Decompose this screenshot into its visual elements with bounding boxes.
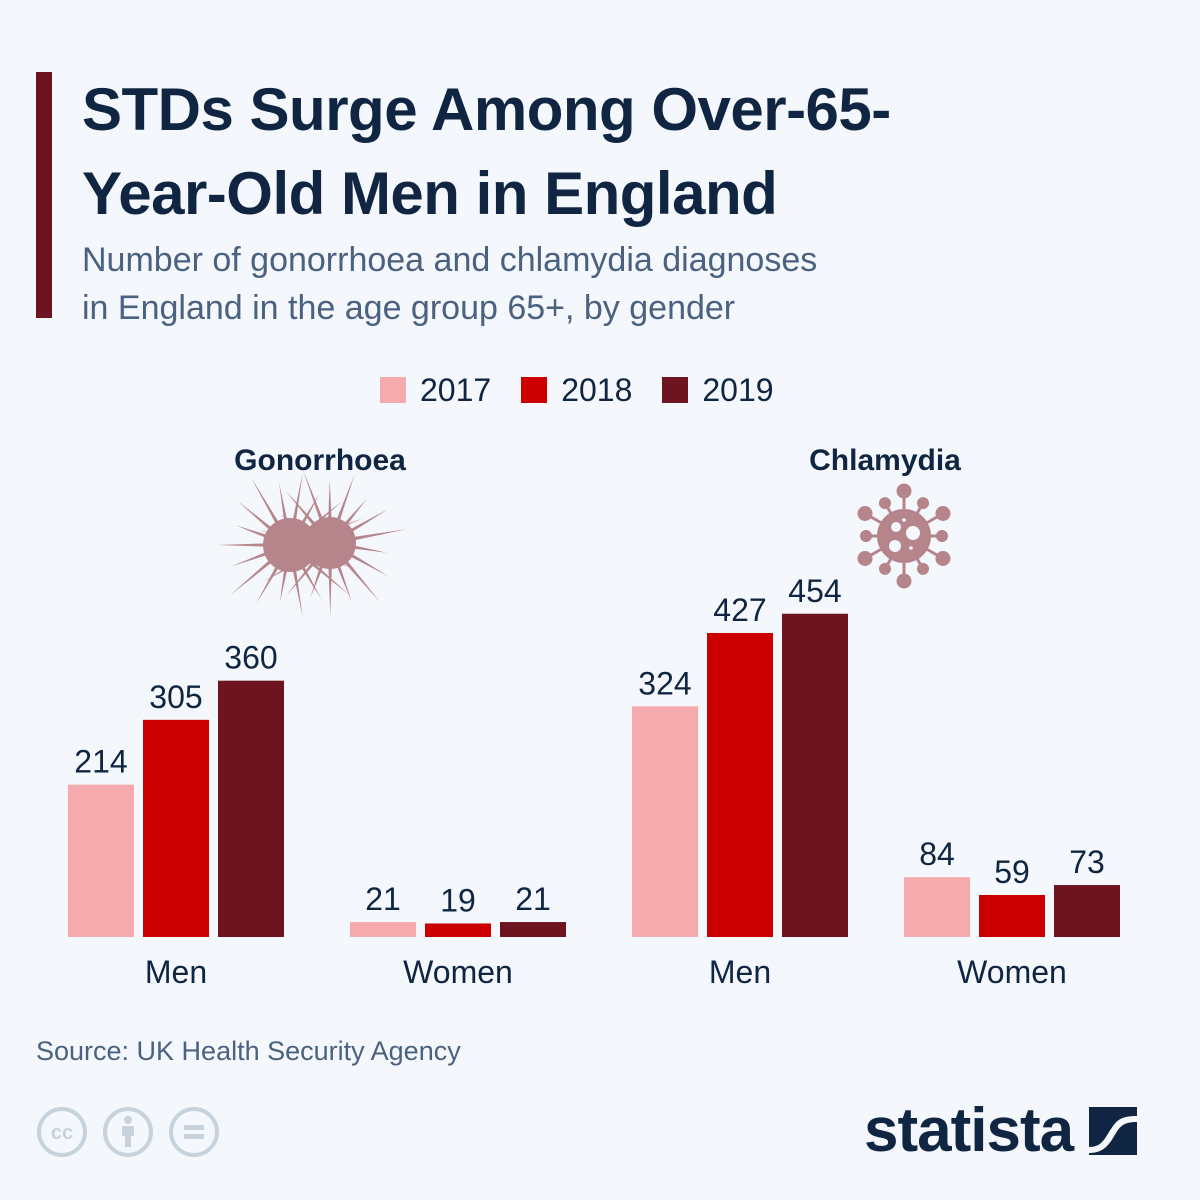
value-label-gonorrhoea-men-2019: 360	[224, 640, 277, 676]
value-label-chlamydia-women-2017: 84	[919, 836, 955, 872]
chlamydia-virus-icon	[857, 483, 951, 589]
value-label-gonorrhoea-women-2017: 21	[365, 881, 401, 917]
bar-chlamydia-men-2017	[632, 706, 698, 937]
legend-swatch-2018	[521, 377, 548, 403]
no-derivatives-icon[interactable]	[168, 1106, 220, 1158]
legend: 2017 2018 2019	[380, 370, 774, 410]
bar-gonorrhoea-women-2019	[500, 922, 566, 937]
brand-wordmark: statista	[864, 1096, 1074, 1165]
subtitle: Number of gonorrhoea and chlamydia diagn…	[82, 236, 1082, 332]
gonorrhoea-title: Gonorrhoea	[234, 444, 406, 477]
bar-gonorrhoea-men-2018	[143, 719, 209, 937]
legend-label-2018: 2018	[561, 371, 633, 408]
bar-gonorrhoea-women-2017	[350, 922, 416, 937]
page-title: STDs Surge Among Over-65- Year-Old Men i…	[82, 68, 1182, 236]
gonorrhoea-panel: Gonorrhoea	[217, 444, 407, 617]
statista-logo-icon	[1089, 1107, 1138, 1155]
legend-label-2019: 2019	[702, 371, 774, 408]
title-accent-bar	[36, 72, 52, 318]
gonorrhoea-bacteria-icon	[217, 469, 407, 617]
legend-item-2019: 2019	[662, 371, 774, 409]
category-label-gonorrhoea-men: Men	[145, 954, 207, 990]
value-label-gonorrhoea-men-2017: 214	[74, 744, 127, 780]
legend-item-2018: 2018	[521, 372, 632, 409]
title-line-2: Year-Old Men in England	[82, 160, 778, 227]
value-label-chlamydia-women-2018: 59	[994, 854, 1030, 890]
bar-chlamydia-women-2019	[1054, 885, 1120, 937]
legend-item-2017: 2017	[380, 372, 491, 409]
category-label-chlamydia-women: Women	[957, 954, 1067, 990]
value-label-gonorrhoea-women-2018: 19	[440, 882, 476, 918]
value-label-chlamydia-women-2019: 73	[1069, 844, 1105, 880]
subtitle-line-2: in England in the age group 65+, by gend…	[82, 289, 736, 327]
chlamydia-title: Chlamydia	[809, 444, 961, 477]
value-label-gonorrhoea-men-2018: 305	[149, 679, 202, 715]
bar-chlamydia-men-2018	[707, 632, 773, 937]
subtitle-line-1: Number of gonorrhoea and chlamydia diagn…	[82, 241, 818, 279]
legend-label-2017: 2017	[420, 371, 492, 408]
bar-gonorrhoea-men-2019	[218, 680, 284, 937]
bar-gonorrhoea-women-2018	[425, 923, 491, 937]
bar-gonorrhoea-men-2017	[68, 784, 134, 937]
svg-text:cc: cc	[51, 1122, 73, 1144]
chlamydia-panel: Chlamydia	[809, 444, 961, 589]
title-line-1: STDs Surge Among Over-65-	[82, 76, 891, 143]
legend-swatch-2017	[380, 377, 406, 403]
legend-swatch-2019	[662, 377, 689, 403]
statista-logo[interactable]: statista	[864, 1096, 1138, 1165]
value-label-gonorrhoea-women-2019: 21	[515, 881, 551, 917]
bar-chlamydia-women-2018	[979, 894, 1045, 937]
bar-chlamydia-men-2019	[782, 613, 848, 937]
bars-layer: 214 305 360 Men 21 19 21 Women 324 427 454 Men 84 59 7…	[68, 573, 1120, 990]
source-note: Source: UK Health Security Agency	[36, 1036, 461, 1066]
bar-chlamydia-women-2017	[904, 877, 970, 937]
category-label-gonorrhoea-women: Women	[403, 954, 513, 990]
value-label-chlamydia-men-2018: 427	[713, 592, 766, 628]
value-label-chlamydia-men-2019: 454	[788, 573, 841, 609]
category-label-chlamydia-men: Men	[709, 954, 771, 990]
value-label-chlamydia-men-2017: 324	[638, 665, 691, 701]
attribution-icon[interactable]	[102, 1106, 154, 1158]
license-icons: cc	[36, 1106, 220, 1158]
cc-icon[interactable]: cc	[36, 1106, 88, 1158]
